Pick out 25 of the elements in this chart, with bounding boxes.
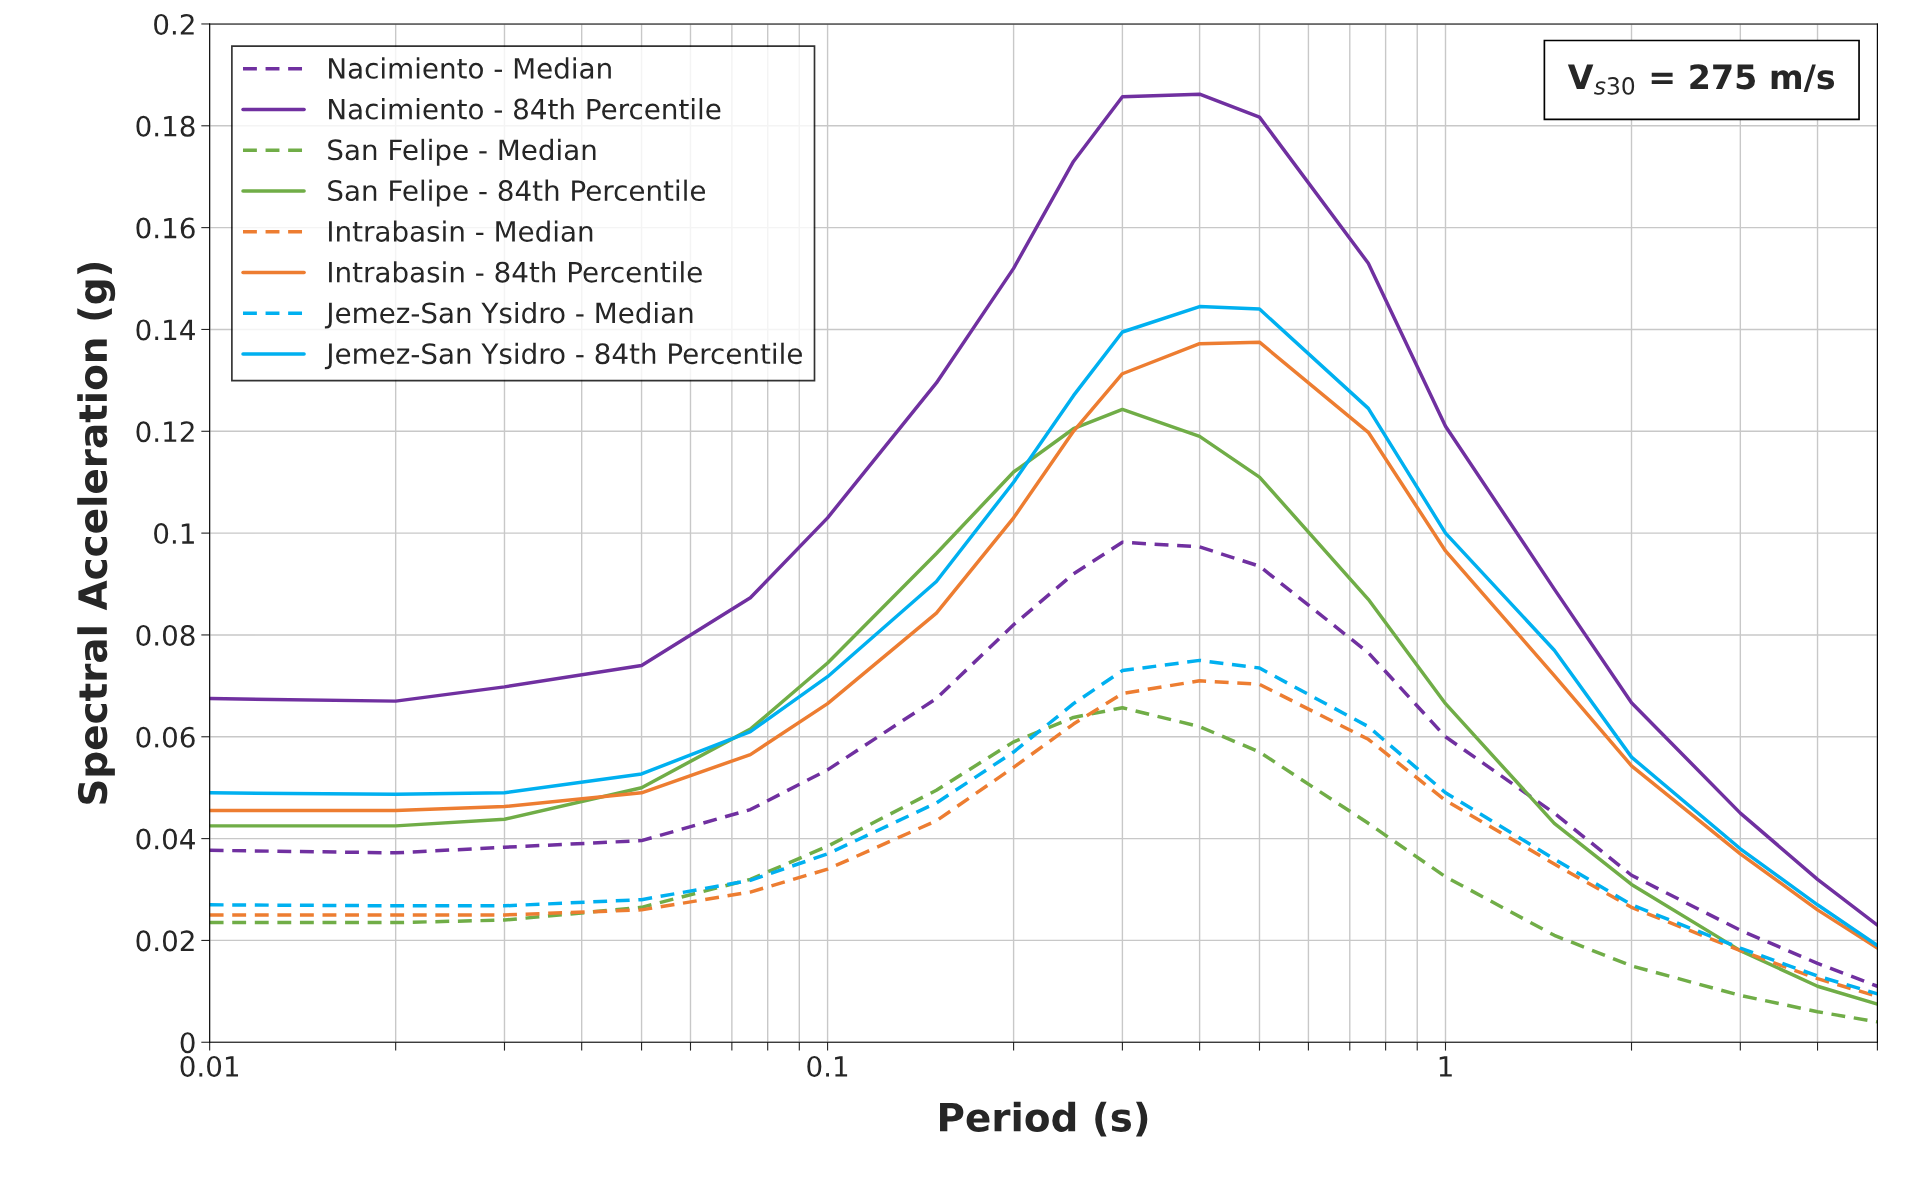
- legend-label: San Felipe - 84th Percentile: [328, 179, 705, 207]
- x-tick-label: 0.01: [180, 1055, 239, 1077]
- y-tick-label: 0.1: [154, 523, 194, 545]
- y-tick-label: 0.16: [136, 217, 195, 239]
- legend-label: Intrabasin - Median: [329, 220, 593, 242]
- x-axis-title: Period (s): [940, 1101, 1148, 1137]
- legend-label: San Felipe - Median: [328, 138, 596, 166]
- legend-label: Nacimiento - 84th Percentile: [329, 98, 721, 120]
- y-tick-label: 0.04: [136, 828, 195, 850]
- y-tick-label: 0.14: [136, 319, 195, 341]
- y-tick-label: 0.08: [136, 624, 195, 646]
- y-tick-label: 0.02: [136, 930, 194, 952]
- legend-label: Jemez-San Ysidro - Median: [324, 301, 693, 329]
- y-tick-label: 0.06: [136, 726, 195, 748]
- x-tick-label: 1: [1439, 1056, 1452, 1077]
- y-axis-title: Spectral Acceleration (g): [77, 262, 116, 804]
- legend-label: Intrabasin - 84th Percentile: [329, 261, 702, 283]
- y-tick-label: 0: [180, 1032, 195, 1054]
- legend-label: Jemez-San Ysidro - 84th Percentile: [324, 342, 802, 370]
- legend-label: Nacimiento - Median: [329, 57, 611, 79]
- y-tick-label: 0.2: [154, 13, 194, 35]
- y-tick-label: 0.18: [136, 115, 195, 137]
- x-tick-label: 0.1: [807, 1055, 848, 1077]
- annotation: V$_{s30}$ = 275 m/s: [1567, 64, 1835, 95]
- y-tick-label: 0.12: [136, 421, 194, 443]
